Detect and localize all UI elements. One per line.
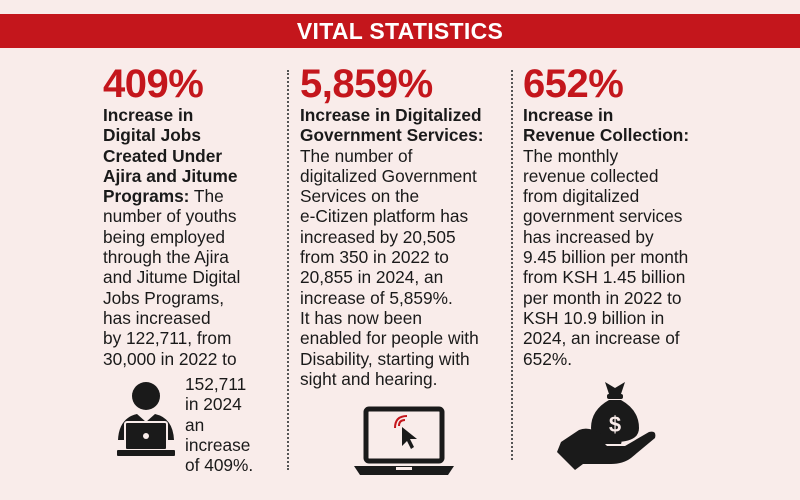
body-line: from digitalized: [523, 186, 640, 207]
svg-text:$: $: [609, 412, 621, 437]
banner-title: VITAL STATISTICS: [296, 18, 504, 44]
body-line: 30,000 in 2022 to: [103, 348, 237, 369]
stat-percent: 409%: [103, 62, 204, 106]
body-line: through the Ajira: [103, 247, 229, 268]
body-line: KSH 10.9 billion in: [523, 307, 665, 328]
money-bag-hand-icon: $: [557, 382, 656, 470]
heading-mixed-line: Programs: The: [103, 186, 283, 206]
body-line: in 2024: [185, 394, 242, 415]
heading-line: Increase in: [523, 105, 614, 125]
body-line: increased by 20,505: [300, 226, 456, 247]
stat-description-tail: 152,711 in 2024 an increase of 409%.: [185, 374, 285, 475]
title-banner: VITAL STATISTICS: [0, 14, 800, 48]
heading-line: Increase in: [103, 105, 194, 125]
body-line: increase of 5,859%.: [300, 287, 453, 308]
heading-line: Revenue Collection:: [523, 125, 690, 146]
body-line: 652%.: [523, 348, 573, 369]
column-divider: [287, 70, 289, 470]
body-line: by 122,711, from: [103, 328, 232, 349]
body-line: It has now been: [300, 307, 423, 328]
body-line: Jobs Programs,: [103, 287, 225, 308]
heading-line: Increase in Digitalized: [300, 105, 482, 125]
body-line: sight and hearing.: [300, 368, 438, 389]
heading-line: Programs:: [103, 186, 190, 207]
body-line: 20,855 in 2024, an: [300, 267, 444, 288]
heading-line: Ajira and Jitume: [103, 165, 238, 186]
heading-line: Created Under: [103, 145, 223, 166]
body-line: number of youths: [103, 206, 237, 227]
stat-percent: 652%: [523, 62, 624, 106]
body-line: The monthly: [523, 145, 619, 166]
stat-percent: 5,859%: [300, 62, 433, 106]
heading-line: Digital Jobs: [103, 125, 201, 146]
body-line: 9.45 billion per month: [523, 247, 689, 268]
body-line: enabled for people with: [300, 328, 479, 349]
stat-description: Increase in Digital Jobs Created Under A…: [103, 105, 283, 369]
body-line: government services: [523, 206, 683, 227]
body-line: digitalized Government: [300, 165, 477, 186]
body-line: 2024, an increase of: [523, 328, 680, 349]
body-line: has increased: [103, 307, 211, 328]
body-line: being employed: [103, 226, 226, 247]
body-line: 152,711: [185, 374, 247, 394]
body-line: from KSH 1.45 billion: [523, 267, 686, 288]
stat-column-services: 5,859% Increase in Digitalized Governmen…: [300, 64, 510, 389]
stat-description: Increase in Digitalized Government Servi…: [300, 105, 510, 389]
body-line: per month in 2022 to: [523, 287, 682, 308]
stat-description: Increase in Revenue Collection: The mont…: [523, 105, 733, 369]
person-laptop-icon: [117, 382, 175, 456]
body-line: revenue collected: [523, 165, 659, 186]
body-line: of 409%.: [185, 455, 254, 476]
body-line: from 350 in 2022 to: [300, 247, 449, 268]
body-line: an: [185, 414, 205, 435]
stat-column-jobs: 409% Increase in Digital Jobs Created Un…: [103, 64, 283, 369]
body-line: increase: [185, 434, 251, 455]
body-line: The number of: [300, 145, 413, 166]
body-line: Disability, starting with: [300, 348, 470, 369]
column-divider: [511, 70, 513, 460]
heading-line: Government Services:: [300, 125, 484, 146]
laptop-click-icon: [354, 406, 454, 475]
body-line: and Jitume Digital: [103, 267, 241, 288]
body-line: e-Citizen platform has: [300, 206, 469, 227]
body-line: The: [189, 186, 224, 207]
stat-column-revenue: 652% Increase in Revenue Collection: The…: [523, 64, 733, 369]
body-line: has increased by: [523, 226, 654, 247]
body-line: Services on the: [300, 186, 420, 207]
